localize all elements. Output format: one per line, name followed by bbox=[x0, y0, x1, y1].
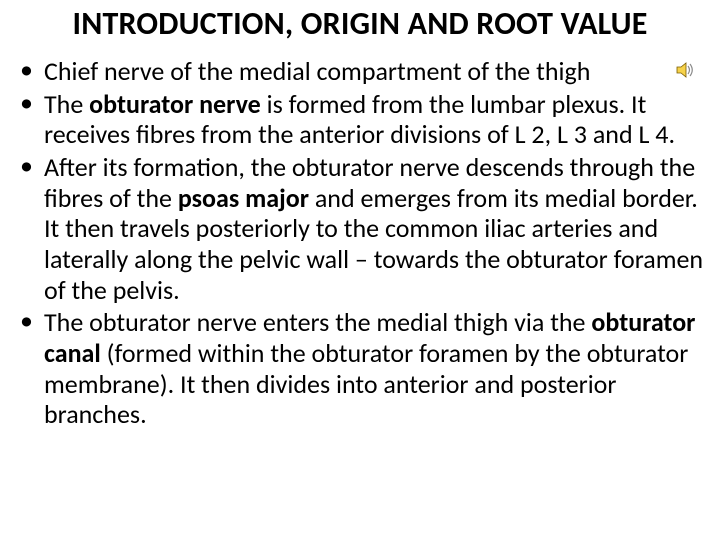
list-item: Chief nerve of the medial compartment of… bbox=[18, 56, 710, 87]
text-run: (formed within the obturator foramen by … bbox=[44, 337, 688, 430]
page-title: INTRODUCTION, ORIGIN AND ROOT VALUE bbox=[0, 4, 720, 43]
bullet-list: Chief nerve of the medial compartment of… bbox=[18, 56, 710, 430]
slide: INTRODUCTION, ORIGIN AND ROOT VALUE Chie… bbox=[0, 0, 720, 540]
text-run: obturator nerve bbox=[89, 88, 261, 120]
list-item: The obturator nerve enters the medial th… bbox=[18, 307, 710, 430]
text-run: psoas major bbox=[178, 182, 309, 214]
list-item: The obturator nerve is formed from the l… bbox=[18, 89, 710, 150]
body-text-area: Chief nerve of the medial compartment of… bbox=[18, 56, 710, 432]
text-run: The obturator nerve enters the medial th… bbox=[44, 306, 591, 338]
text-run: The bbox=[44, 88, 89, 120]
text-run: Chief nerve of the medial compartment of… bbox=[44, 55, 590, 87]
list-item: After its formation, the obturator nerve… bbox=[18, 152, 710, 305]
